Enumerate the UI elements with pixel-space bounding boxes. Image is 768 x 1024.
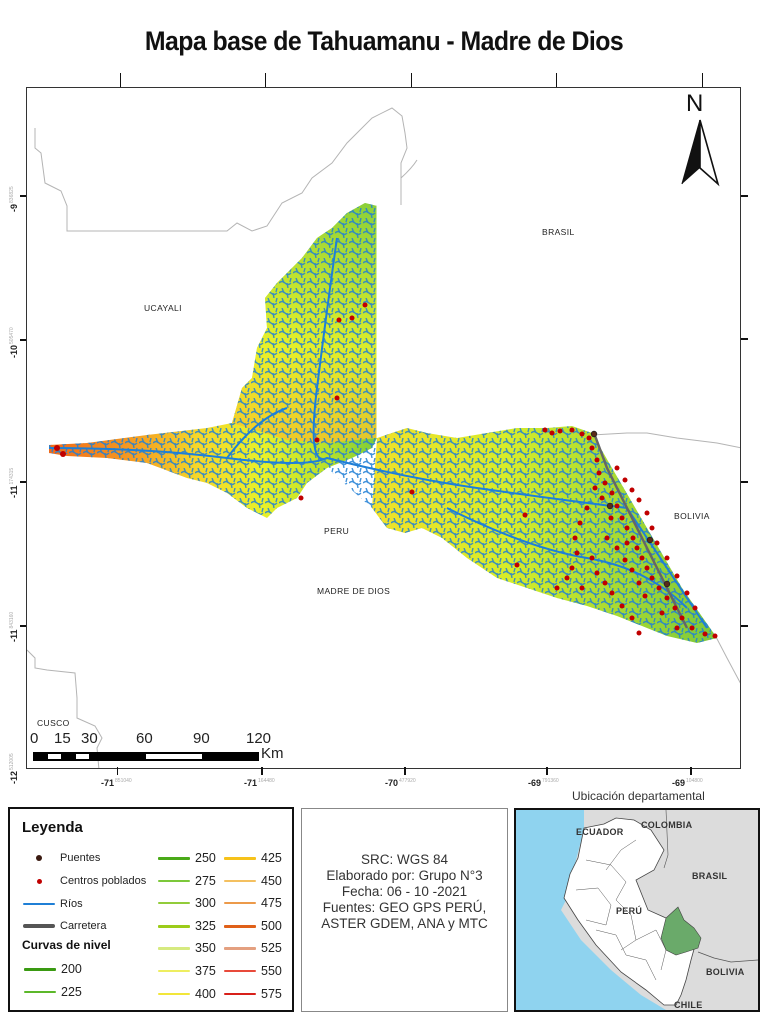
x-tick-top-1	[120, 73, 121, 87]
legend-item-centros-poblados: Centros poblados	[22, 872, 146, 890]
inset-label-colombia: COLOMBIA	[641, 820, 693, 830]
x-label-4: -69791360	[528, 778, 559, 788]
x-tick-top-2	[265, 73, 266, 87]
scale-bar: 0 15 30 60 90 120 Km	[30, 730, 300, 766]
info-sources-1: Fuentes: GEO GPS PERÚ,	[322, 900, 487, 915]
x-label-5: -69104800	[672, 778, 703, 788]
river-line-icon	[23, 903, 55, 905]
scale-tick-30: 30	[81, 730, 98, 747]
inset-map-canvas	[516, 810, 758, 1010]
location-inset-map: ECUADOR COLOMBIA BRASIL PERÚ BOLIVIA CHI…	[514, 808, 760, 1012]
scale-tick-90: 90	[193, 730, 210, 747]
y-tick-right-2	[741, 338, 748, 340]
x-tick-bottom-3	[404, 767, 406, 775]
scale-tick-60: 60	[136, 730, 153, 747]
info-date: Fecha: 06 - 10 -2021	[341, 884, 468, 899]
contour-525: 525	[224, 940, 282, 956]
y-tick-right-1	[741, 195, 748, 197]
x-tick-bottom-2	[261, 767, 263, 775]
inset-label-brasil: BRASIL	[692, 871, 728, 881]
bridge-dot-icon	[36, 855, 42, 861]
legend-title: Leyenda	[22, 819, 83, 836]
y-tick-left-3	[20, 481, 27, 483]
y-tick-right-3	[741, 481, 748, 483]
label-ucayali: UCAYALI	[144, 303, 182, 313]
centros-poblados	[54, 302, 718, 639]
info-sources-2: ASTER GDEM, ANA y MTC	[321, 916, 488, 931]
label-peru: PERU	[324, 526, 350, 536]
x-tick-bottom-5	[690, 767, 692, 775]
peru-shape	[563, 817, 697, 1006]
north-arrow-icon	[681, 119, 720, 187]
legend-item-rios: Ríos	[22, 895, 83, 913]
boundary-lines	[27, 107, 740, 768]
tahuamanu-province	[48, 203, 717, 643]
x-tick-top-4	[556, 73, 557, 87]
contour-275: 275	[158, 873, 216, 889]
contour-550: 550	[224, 963, 282, 979]
inset-label-chile: CHILE	[674, 1000, 703, 1010]
contour-350: 350	[158, 940, 216, 956]
x-label-1: -71851040	[101, 778, 132, 788]
contour-425: 425	[224, 850, 282, 866]
contour-575: 575	[224, 986, 282, 1002]
scale-bar-graphic	[33, 752, 259, 761]
contour-475: 475	[224, 895, 282, 911]
label-bolivia: BOLIVIA	[674, 511, 710, 521]
x-tick-top-5	[702, 73, 703, 87]
metadata-box: SRC: WGS 84 Elaborado por: Grupo N°3 Fec…	[301, 808, 508, 1012]
y-tick-left-2	[20, 339, 27, 341]
y-label-5: -12512005	[9, 753, 19, 784]
y-label-3: -11174315	[9, 467, 19, 498]
label-brasil: BRASIL	[542, 227, 575, 237]
map-canvas	[27, 107, 740, 768]
label-cusco: CUSCO	[37, 718, 70, 728]
puentes	[590, 430, 671, 588]
map-frame: BRASIL UCAYALI BOLIVIA PERU MADRE DE DIO…	[26, 87, 741, 769]
scale-tick-0: 0	[30, 730, 39, 747]
inset-label-ecuador: ECUADOR	[576, 827, 624, 837]
scale-tick-120: 120	[246, 730, 272, 747]
contour-325: 325	[158, 918, 216, 934]
road-line-icon	[23, 924, 55, 928]
y-tick-left-4	[20, 625, 27, 627]
y-tick-right-4	[741, 625, 748, 627]
map-title: Mapa base de Tahuamanu - Madre de Dios	[144, 26, 624, 56]
scale-unit: Km	[261, 745, 284, 762]
x-label-3: -70477920	[385, 778, 416, 788]
location-inset-title: Ubicación departamental	[572, 789, 705, 803]
inset-label-peru: PERÚ	[616, 906, 643, 916]
info-author: Elaborado por: Grupo N°3	[326, 868, 483, 883]
legend-item-puentes: Puentes	[22, 849, 100, 867]
north-label: N	[686, 90, 704, 117]
contour-225: 225	[24, 984, 82, 1000]
x-tick-bottom-4	[546, 767, 548, 775]
inset-label-bolivia: BOLIVIA	[706, 967, 745, 977]
contours-title: Curvas de nivel	[22, 938, 111, 952]
legend-item-carretera: Carretera	[22, 917, 106, 935]
carretera	[592, 432, 689, 629]
madre-de-dios-highlight	[660, 906, 702, 956]
info-src: SRC: WGS 84	[360, 852, 449, 867]
contour-200: 200	[24, 961, 82, 977]
scale-tick-15: 15	[54, 730, 71, 747]
contour-450: 450	[224, 873, 282, 889]
contour-500: 500	[224, 918, 282, 934]
y-label-2: -10505470	[9, 327, 19, 358]
legend-panel: Leyenda Puentes Centros poblados Ríos Ca…	[8, 807, 294, 1012]
contour-375: 375	[158, 963, 216, 979]
y-tick-left-1	[20, 195, 27, 197]
y-label-1: -9836825	[9, 186, 19, 212]
settlement-dot-icon	[36, 878, 42, 884]
contour-250: 250	[158, 850, 216, 866]
contour-300: 300	[158, 895, 216, 911]
y-label-4: -11843160	[9, 611, 19, 642]
x-label-2: -71164480	[244, 778, 275, 788]
contour-400: 400	[158, 986, 216, 1002]
label-madre-de-dios: MADRE DE DIOS	[317, 586, 391, 596]
north-arrow: N	[676, 90, 720, 190]
x-tick-bottom-1	[117, 767, 118, 775]
x-tick-top-3	[411, 73, 412, 87]
